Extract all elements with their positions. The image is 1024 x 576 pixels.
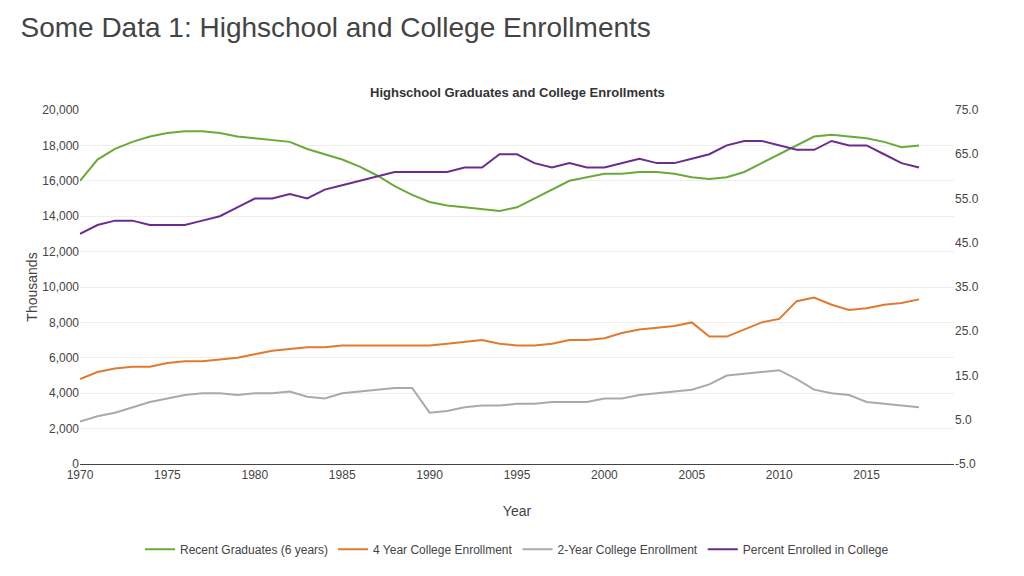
svg-text:12,000: 12,000 xyxy=(42,245,79,259)
svg-text:14,000: 14,000 xyxy=(42,209,79,223)
svg-text:16,000: 16,000 xyxy=(42,174,79,188)
svg-text:75.0: 75.0 xyxy=(955,103,979,117)
svg-text:4,000: 4,000 xyxy=(49,386,79,400)
svg-text:45.0: 45.0 xyxy=(955,236,979,250)
svg-text:1990: 1990 xyxy=(416,468,443,482)
svg-text:Highschool Graduates and Colle: Highschool Graduates and College Enrollm… xyxy=(370,85,665,100)
svg-text:1980: 1980 xyxy=(241,468,268,482)
svg-text:2000: 2000 xyxy=(591,468,618,482)
svg-text:1995: 1995 xyxy=(504,468,531,482)
svg-text:1975: 1975 xyxy=(154,468,181,482)
svg-text:0: 0 xyxy=(72,457,79,471)
svg-text:-5.0: -5.0 xyxy=(955,457,976,471)
svg-text:5.0: 5.0 xyxy=(955,413,972,427)
svg-text:Thousands: Thousands xyxy=(24,252,40,321)
svg-text:55.0: 55.0 xyxy=(955,192,979,206)
svg-text:10,000: 10,000 xyxy=(42,280,79,294)
svg-text:Year: Year xyxy=(503,503,532,519)
svg-text:25.0: 25.0 xyxy=(955,324,979,338)
svg-text:Recent Graduates (6 years): Recent Graduates (6 years) xyxy=(180,543,328,557)
svg-text:20,000: 20,000 xyxy=(42,103,79,117)
svg-text:8,000: 8,000 xyxy=(49,316,79,330)
svg-text:2-Year College Enrollment: 2-Year College Enrollment xyxy=(558,543,698,557)
svg-text:6,000: 6,000 xyxy=(49,351,79,365)
svg-text:35.0: 35.0 xyxy=(955,280,979,294)
svg-text:65.0: 65.0 xyxy=(955,147,979,161)
svg-text:15.0: 15.0 xyxy=(955,369,979,383)
svg-text:Percent Enrolled in College: Percent Enrolled in College xyxy=(743,543,889,557)
svg-text:1970: 1970 xyxy=(67,468,94,482)
svg-text:Some Data 1: Highschool and Co: Some Data 1: Highschool and College Enro… xyxy=(20,12,650,43)
svg-text:2015: 2015 xyxy=(853,468,880,482)
svg-text:2010: 2010 xyxy=(766,468,793,482)
svg-text:1985: 1985 xyxy=(329,468,356,482)
svg-text:18,000: 18,000 xyxy=(42,139,79,153)
svg-text:2005: 2005 xyxy=(678,468,705,482)
svg-text:4 Year College Enrollment: 4 Year College Enrollment xyxy=(373,543,512,557)
svg-text:2,000: 2,000 xyxy=(49,422,79,436)
